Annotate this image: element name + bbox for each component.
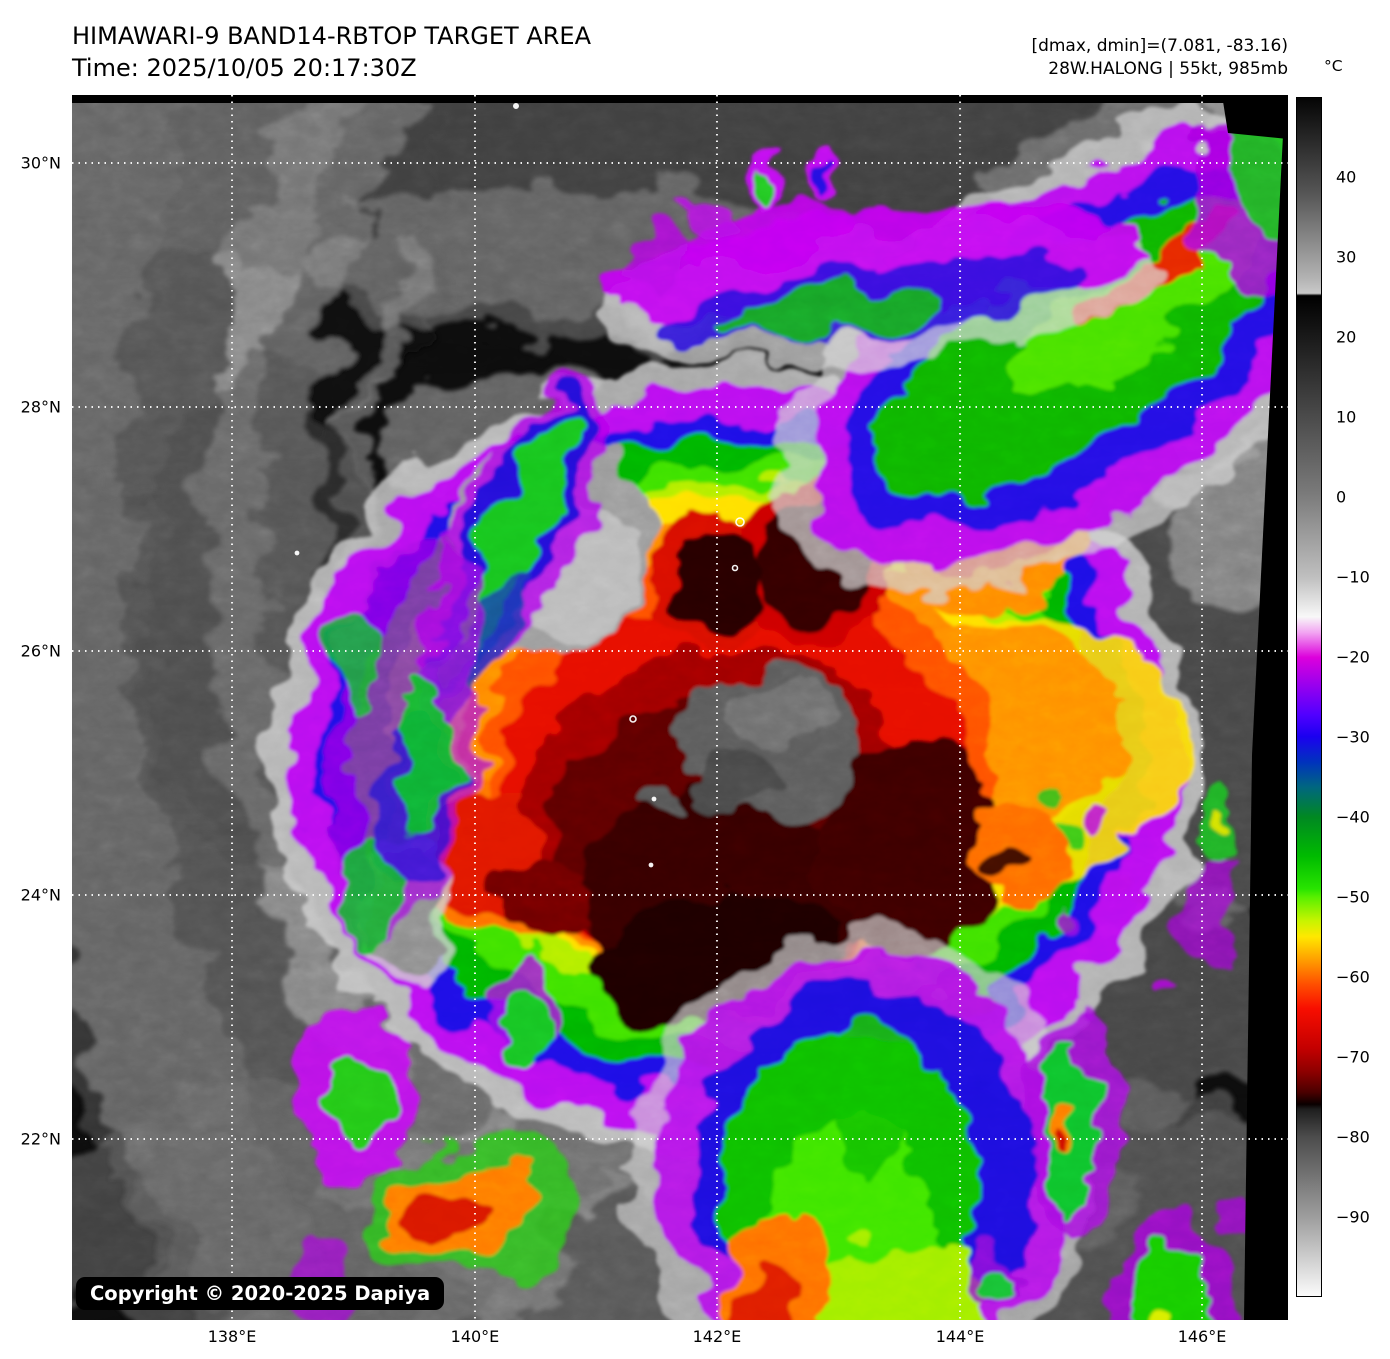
colorbar-tick: −40 [1336, 807, 1370, 827]
colorbar-tick: −20 [1336, 647, 1370, 667]
streak-texture [72, 95, 1288, 1320]
lon-tick-label: 142°E [692, 1327, 742, 1346]
lat-tick-label: 22°N [20, 1129, 61, 1149]
colorbar-tick: −60 [1336, 967, 1370, 987]
latitude-axis: 30°N 28°N 26°N 24°N 22°N [0, 95, 66, 1320]
longitude-axis: 138°E 140°E 142°E 144°E 146°E [72, 1327, 1288, 1353]
page-title: HIMAWARI-9 BAND14-RBTOP TARGET AREA [72, 22, 592, 50]
dmax-dmin-annotation: [dmax, dmin]=(7.081, -83.16) [1031, 36, 1288, 56]
lon-tick-label: 144°E [935, 1327, 985, 1346]
colorbar-tick: −50 [1336, 887, 1370, 907]
lon-tick-label: 146°E [1177, 1327, 1227, 1346]
colorbar-tick: 20 [1336, 327, 1357, 347]
timestamp: Time: 2025/10/05 20:17:30Z [72, 54, 417, 82]
lon-tick-label: 138°E [207, 1327, 257, 1346]
colorbar-tick: 10 [1336, 407, 1357, 427]
lat-tick-label: 24°N [20, 885, 61, 905]
storm-annotation: 28W.HALONG | 55kt, 985mb [1048, 59, 1288, 79]
colorbar-tick: −70 [1336, 1047, 1370, 1067]
lat-tick-label: 28°N [20, 397, 61, 417]
colorbar-tick: 30 [1336, 247, 1357, 267]
colorbar-tick: −30 [1336, 727, 1370, 747]
scan-edge [72, 95, 1288, 1320]
colorbar-tick: 40 [1336, 167, 1357, 187]
colorbar-tick: −80 [1336, 1127, 1370, 1147]
lon-tick-label: 140°E [450, 1327, 500, 1346]
colorbar-unit-label: °C [1324, 57, 1343, 75]
colorbar-tick-labels: 40 30 20 10 0 −10 −20 −30 −40 −50 −60 −70 −80 −90 [1336, 97, 1386, 1297]
lat-tick-label: 30°N [20, 153, 61, 173]
colorbar-tick: −10 [1336, 567, 1370, 587]
colorbar-tick: 0 [1336, 487, 1347, 507]
lat-tick-label: 26°N [20, 641, 61, 661]
island-outline-marks [294, 103, 745, 868]
colorbar [1296, 97, 1322, 1297]
copyright-badge: Copyright © 2020-2025 Dapiya [76, 1277, 445, 1310]
graticule [72, 95, 1288, 1320]
colorbar-tick: −90 [1336, 1207, 1370, 1227]
satellite-image [72, 95, 1288, 1320]
satellite-map: Copyright © 2020-2025 Dapiya [72, 95, 1288, 1320]
